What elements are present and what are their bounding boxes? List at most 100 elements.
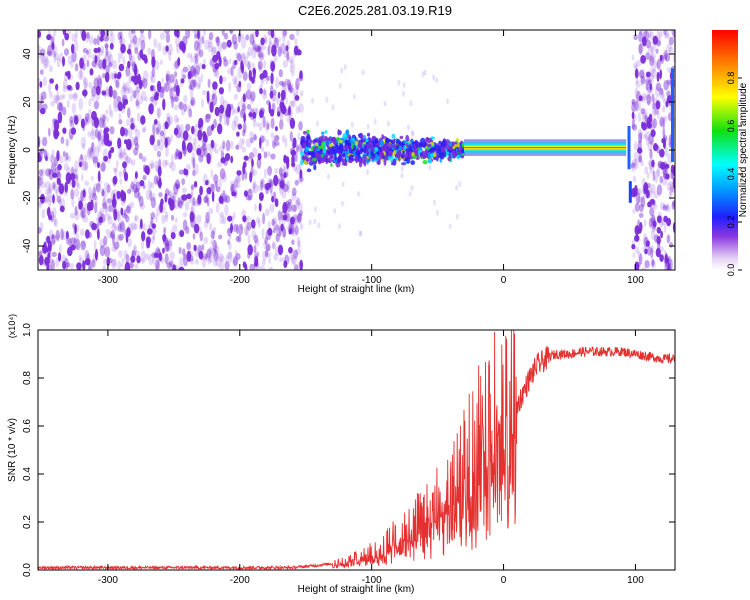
noise-speckle (196, 40, 201, 51)
noise-speckle (157, 42, 162, 52)
noise-speckle (119, 148, 124, 160)
noise-speckle (281, 30, 287, 38)
signal-speckle (335, 145, 341, 150)
noise-speckle (194, 258, 199, 265)
noise-speckle (633, 158, 639, 170)
noise-speckle (233, 93, 239, 101)
noise-speckle (164, 159, 169, 166)
noise-speckle (219, 262, 225, 270)
noise-speckle (50, 101, 55, 107)
noise-speckle (59, 155, 64, 164)
noise-speckle (116, 95, 122, 103)
noise-speckle (110, 109, 114, 118)
signal-speckle (437, 154, 442, 159)
noise-speckle (159, 59, 164, 65)
spectrogram-y-label: Frequency (Hz) (7, 116, 18, 185)
noise-speckle (666, 202, 670, 210)
noise-speckle (258, 192, 264, 200)
noise-speckle (169, 87, 174, 100)
noise-speckle (104, 88, 111, 97)
noise-speckle (259, 41, 263, 54)
noise-speckle (140, 90, 147, 101)
noise-speckle (179, 257, 184, 269)
noise-speckle (279, 180, 285, 189)
noise-speckle (250, 218, 254, 225)
signal-speckle (421, 143, 426, 148)
noise-speckle (51, 149, 55, 159)
noise-speckle (68, 74, 74, 81)
noise-speckle (111, 59, 118, 70)
noise-speckle (283, 86, 288, 95)
noise-speckle (38, 176, 41, 182)
noise-speckle (641, 122, 647, 131)
noise-speckle (157, 179, 162, 188)
noise-speckle (100, 135, 104, 148)
noise-speckle (289, 216, 295, 225)
noise-speckle (204, 39, 209, 50)
y-tick-label: -20 (22, 190, 33, 205)
noise-speckle (662, 93, 665, 103)
noise-speckle (46, 50, 53, 56)
noise-speckle (410, 185, 414, 191)
noise-speckle (141, 239, 144, 250)
noise-speckle (90, 175, 94, 181)
noise-speckle (650, 229, 656, 240)
noise-speckle (164, 214, 169, 223)
noise-speckle (192, 30, 197, 34)
spectrogram-x-ticks: -300 -200 -100 0 100 (98, 30, 644, 286)
noise-speckle (81, 143, 85, 151)
noise-speckle (273, 55, 278, 63)
noise-speckle (199, 185, 204, 196)
noise-speckle (281, 42, 287, 55)
noise-speckle (38, 250, 43, 257)
noise-speckle (631, 118, 635, 130)
noise-speckle (225, 254, 229, 262)
signal-speckle (331, 146, 337, 151)
noise-speckle (271, 44, 277, 57)
noise-speckle (212, 239, 217, 252)
noise-speckle (70, 59, 74, 68)
noise-speckle (153, 175, 159, 185)
noise-speckle (647, 245, 652, 256)
noise-speckle (128, 144, 132, 151)
noise-speckle (61, 38, 65, 47)
noise-speckle (259, 73, 265, 80)
noise-speckle (131, 250, 134, 263)
noise-speckle (284, 137, 288, 148)
noise-speckle (257, 52, 264, 58)
x-tick-label: -300 (98, 575, 118, 586)
noise-speckle (182, 66, 188, 73)
signal-speckle (401, 162, 406, 166)
noise-speckle (243, 190, 249, 197)
noise-speckle (179, 230, 185, 238)
noise-speckle (107, 51, 112, 59)
signal-speckle (442, 138, 447, 145)
noise-speckle (214, 62, 220, 70)
noise-speckle (264, 168, 267, 179)
noise-speckle (63, 156, 69, 163)
noise-speckle (61, 231, 68, 241)
noise-speckle (231, 33, 237, 45)
noise-speckle (257, 45, 262, 52)
noise-speckle (227, 68, 232, 75)
noise-speckle (221, 41, 227, 50)
signal-speckle (384, 156, 390, 161)
noise-speckle (224, 192, 228, 203)
noise-speckle (181, 178, 186, 186)
noise-speckle (646, 94, 652, 105)
noise-speckle (105, 228, 111, 235)
noise-speckle (135, 128, 141, 140)
noise-speckle (116, 190, 121, 200)
noise-speckle (92, 187, 96, 198)
noise-speckle (93, 77, 99, 90)
noise-speckle (38, 174, 44, 187)
noise-speckle (45, 155, 48, 162)
noise-speckle (659, 215, 664, 228)
noise-speckle (100, 45, 105, 54)
noise-speckle (188, 194, 192, 205)
noise-speckle (165, 73, 169, 83)
noise-speckle (51, 122, 56, 133)
noise-speckle (649, 74, 655, 84)
noise-speckle (64, 33, 70, 41)
noise-speckle (340, 200, 344, 207)
